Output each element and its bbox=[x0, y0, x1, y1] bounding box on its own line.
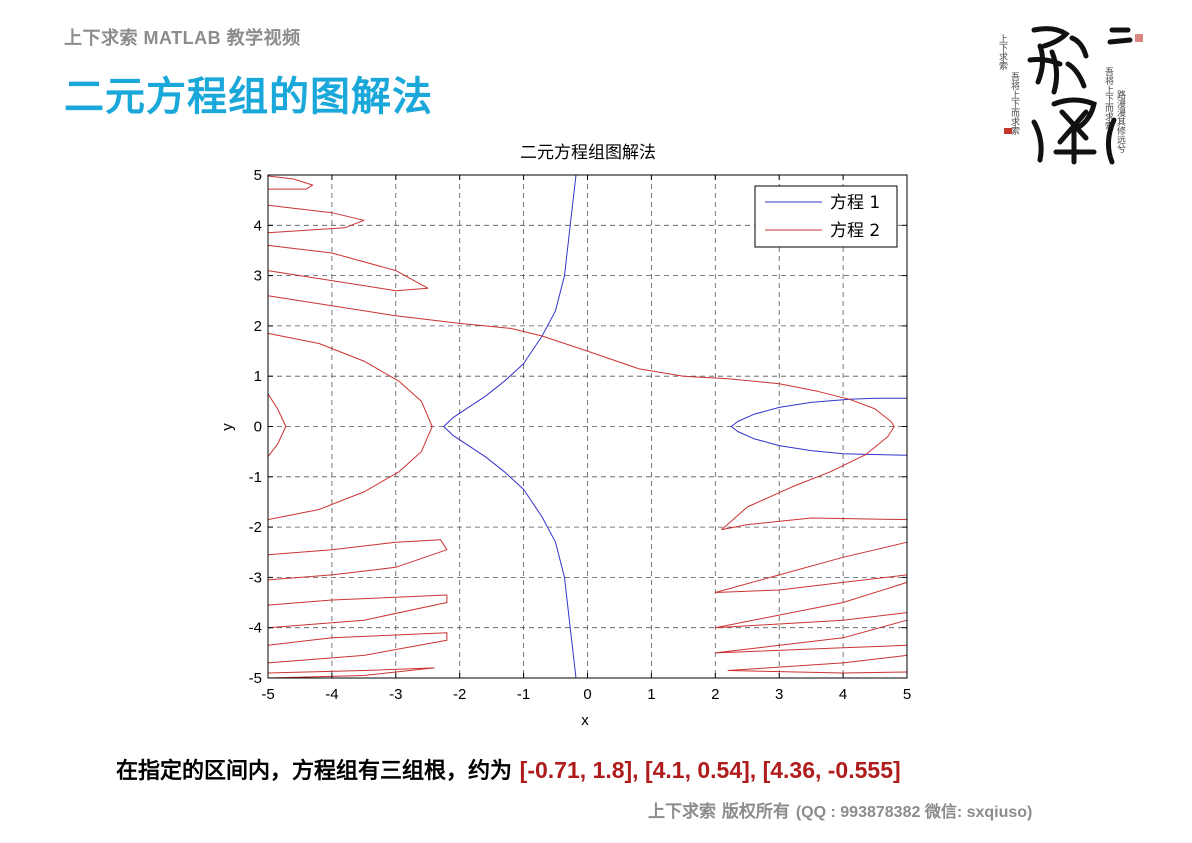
copyright-footer: 上下求索 版权所有 (QQ : 993878382 微信: sxqiuso) bbox=[648, 797, 1032, 822]
seal-stamp-2 bbox=[1135, 34, 1143, 42]
y-tick-label: 5 bbox=[254, 167, 262, 184]
y-tick-label: 1 bbox=[254, 368, 262, 385]
seal-side-text: 上下求索 吾将上下而求索 吾将上下而求索 路漫漫其修远兮 bbox=[997, 34, 1126, 154]
seal-side-line-1: 上下求索 bbox=[997, 34, 1008, 70]
y-tick-label: 3 bbox=[254, 268, 262, 285]
conclusion-prefix: 在指定的区间内，方程组有三组根，约为 bbox=[116, 759, 520, 784]
x-tick-label: 5 bbox=[903, 686, 911, 703]
conclusion-text: 在指定的区间内，方程组有三组根，约为 [-0.71, 1.8], [4.1, 0… bbox=[116, 753, 901, 785]
header-caption: 上下求索 MATLAB 教学视频 bbox=[64, 28, 301, 48]
series-2-curve bbox=[267, 632, 448, 664]
y-tick-label: 0 bbox=[254, 419, 262, 436]
y-axis-label: y bbox=[219, 423, 236, 431]
curves bbox=[267, 174, 908, 679]
series-2-curve bbox=[267, 244, 429, 292]
seal-side-line-4: 路漫漫其修远兮 bbox=[1115, 89, 1126, 154]
series-2-curve bbox=[267, 295, 908, 531]
grid bbox=[268, 175, 907, 678]
x-axis-label: x bbox=[581, 712, 589, 729]
series-2-curve bbox=[727, 654, 908, 674]
y-tick-label: 2 bbox=[254, 318, 262, 335]
y-tick-label: -2 bbox=[249, 519, 262, 536]
series-2-curve bbox=[267, 539, 448, 581]
seal-side-line-2: 吾将上下而求索 bbox=[1009, 72, 1020, 135]
x-tick-label: 4 bbox=[839, 686, 847, 703]
roots-values: [-0.71, 1.8], [4.1, 0.54], [4.36, -0.555… bbox=[519, 757, 901, 783]
legend-label-eq1: 方程 1 bbox=[830, 193, 880, 213]
chart-title: 二元方程组图解法 bbox=[520, 143, 656, 163]
legend-box bbox=[754, 185, 898, 248]
y-tick-label: -3 bbox=[249, 569, 262, 586]
series-2-curve bbox=[714, 581, 908, 629]
x-tick-label: 1 bbox=[647, 686, 655, 703]
series-1-curve bbox=[443, 174, 577, 679]
slide-title: 二元方程组的图解法 bbox=[64, 74, 433, 120]
footer-owner: 上下求索 版权所有 bbox=[648, 802, 790, 822]
ticks: -5 -4 -3 -2 -1 0 1 2 3 4 5 -5 -4 -3 -2 -1 0 1 2 3 4 5 bbox=[249, 167, 912, 703]
x-tick-label: -5 bbox=[261, 686, 274, 703]
series-2-curve bbox=[267, 393, 287, 458]
series-2-curve bbox=[267, 594, 448, 629]
x-tick-label: 2 bbox=[711, 686, 719, 703]
footer-contact: (QQ : 993878382 微信: sxqiuso) bbox=[795, 804, 1033, 821]
legend-label-eq2: 方程 2 bbox=[830, 221, 880, 241]
x-tick-label: 3 bbox=[775, 686, 783, 703]
series-2-curve bbox=[267, 204, 365, 234]
x-tick-label: 0 bbox=[583, 686, 591, 703]
x-tick-label: -1 bbox=[517, 686, 530, 703]
series-2-curve bbox=[714, 541, 908, 593]
legend: 方程 1 方程 2 bbox=[754, 185, 898, 248]
series-2-curve bbox=[267, 175, 314, 190]
seal-side-line-3: 吾将上下而求索 bbox=[1103, 67, 1114, 130]
series-1-curve bbox=[730, 397, 908, 456]
x-tick-label: -2 bbox=[453, 686, 466, 703]
seal-calligraphy bbox=[1027, 26, 1133, 165]
x-tick-label: -4 bbox=[325, 686, 338, 703]
seal-stamp-1 bbox=[1004, 128, 1012, 134]
series-2-curve bbox=[267, 332, 433, 521]
y-tick-label: -1 bbox=[249, 469, 262, 486]
series-2-curve bbox=[714, 619, 908, 654]
y-tick-label: -5 bbox=[249, 670, 262, 687]
y-tick-label: -4 bbox=[249, 620, 262, 637]
y-tick-label: 4 bbox=[254, 217, 262, 234]
x-tick-label: -3 bbox=[389, 686, 402, 703]
calligraphy-seal-icon: 上下求索 吾将上下而求索 吾将上下而求索 路漫漫其修远兮 bbox=[994, 12, 1150, 170]
